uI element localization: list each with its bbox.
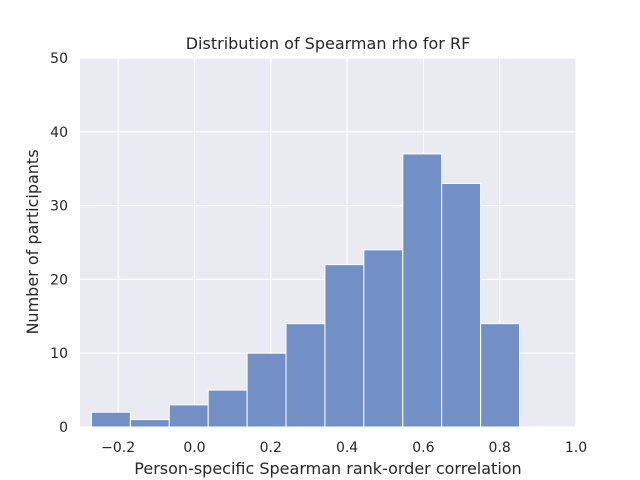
histogram-bar — [246, 352, 287, 428]
y-tick-labels: 0 10 20 30 40 50 — [50, 51, 68, 436]
y-tick-label: 20 — [50, 272, 68, 288]
x-tick-label: 1.0 — [565, 440, 587, 456]
histogram-bar — [168, 404, 209, 428]
histogram-bars — [90, 153, 521, 428]
histogram-bar — [207, 389, 248, 428]
x-tick-label: 0.0 — [183, 440, 205, 456]
histogram-bar — [324, 264, 365, 428]
x-tick-labels: −0.2 0.0 0.2 0.4 0.6 0.8 1.0 — [101, 440, 587, 456]
histogram-bar — [285, 323, 326, 428]
chart-title: Distribution of Spearman rho for RF — [186, 34, 471, 53]
x-tick-label: −0.2 — [101, 440, 135, 456]
histogram-bar — [129, 419, 170, 428]
y-tick-label: 30 — [50, 199, 68, 215]
histogram-bar — [402, 153, 443, 428]
y-axis-label: Number of participants — [23, 149, 42, 334]
x-tick-label: 0.2 — [260, 440, 282, 456]
histogram-bar — [480, 323, 521, 428]
y-tick-label: 10 — [50, 346, 68, 362]
x-tick-label: 0.6 — [412, 440, 434, 456]
y-tick-label: 0 — [59, 420, 68, 436]
y-tick-label: 40 — [50, 125, 68, 141]
histogram-bar — [90, 411, 131, 428]
x-tick-label: 0.8 — [489, 440, 511, 456]
x-tick-label: 0.4 — [336, 440, 358, 456]
x-axis-label: Person-specific Spearman rank-order corr… — [134, 459, 521, 478]
histogram-bar — [363, 249, 404, 428]
y-tick-label: 50 — [50, 51, 68, 67]
histogram-bar — [441, 182, 482, 428]
